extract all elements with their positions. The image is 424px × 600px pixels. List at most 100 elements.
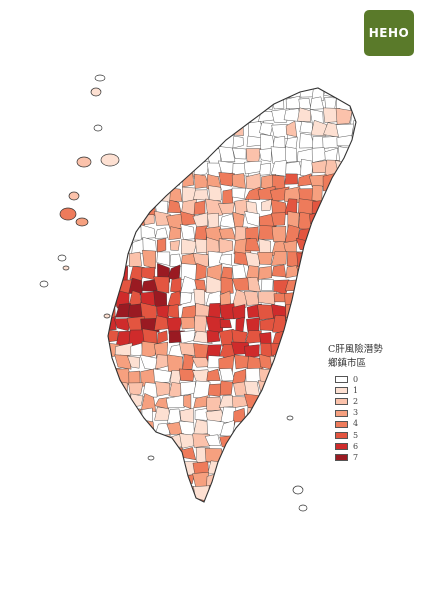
township-region bbox=[194, 497, 210, 502]
legend-swatch bbox=[335, 420, 348, 428]
township-region bbox=[108, 211, 120, 228]
township-region bbox=[193, 123, 209, 141]
township-region bbox=[261, 279, 274, 291]
township-region bbox=[128, 408, 143, 421]
township-region bbox=[271, 212, 286, 226]
township-region bbox=[108, 487, 118, 499]
township-region bbox=[285, 146, 298, 163]
township-region bbox=[166, 88, 183, 100]
township-region bbox=[167, 97, 184, 109]
township-region bbox=[271, 395, 285, 410]
township-region bbox=[114, 133, 130, 152]
township-region bbox=[194, 107, 210, 125]
township-region bbox=[309, 264, 325, 281]
township-region bbox=[300, 384, 312, 396]
township-region bbox=[297, 355, 314, 370]
township-region bbox=[140, 124, 159, 140]
township-region bbox=[258, 266, 272, 280]
legend-label: 0 bbox=[353, 374, 359, 384]
legend-label: 7 bbox=[353, 452, 359, 462]
township-region bbox=[299, 121, 313, 134]
township-region bbox=[206, 396, 222, 412]
township-region bbox=[108, 88, 117, 97]
legend-item: 6 bbox=[335, 441, 418, 452]
township-region bbox=[140, 393, 157, 413]
township-region bbox=[165, 459, 184, 475]
township-region bbox=[220, 484, 239, 502]
township-region bbox=[154, 147, 167, 165]
township-region bbox=[193, 200, 206, 215]
township-region bbox=[153, 163, 172, 176]
township-region bbox=[231, 88, 247, 95]
township-region bbox=[219, 303, 236, 320]
township-region bbox=[218, 107, 237, 125]
township-region bbox=[271, 497, 291, 502]
township-region bbox=[348, 172, 356, 188]
township-region bbox=[128, 108, 144, 123]
island bbox=[39, 280, 49, 288]
township-region bbox=[167, 473, 187, 490]
township-region bbox=[155, 459, 171, 478]
township-region bbox=[108, 461, 117, 475]
township-region bbox=[128, 382, 144, 397]
township-region bbox=[259, 88, 275, 98]
township-region bbox=[108, 329, 119, 343]
township-region bbox=[349, 462, 356, 475]
township-region bbox=[296, 303, 312, 321]
township-region bbox=[219, 319, 232, 329]
township-region bbox=[271, 251, 287, 266]
township-region bbox=[298, 419, 312, 437]
township-region bbox=[155, 174, 173, 192]
township-region bbox=[155, 110, 171, 127]
township-region bbox=[309, 109, 324, 126]
township-region bbox=[271, 124, 288, 140]
township-region bbox=[108, 239, 117, 255]
island bbox=[90, 87, 102, 97]
township-region bbox=[108, 396, 121, 410]
township-region bbox=[220, 121, 232, 137]
township-region bbox=[219, 88, 234, 97]
township-region bbox=[325, 473, 340, 489]
township-region bbox=[298, 97, 312, 109]
township-region bbox=[140, 457, 159, 474]
island bbox=[298, 504, 308, 512]
township-region bbox=[128, 433, 142, 448]
township-region bbox=[271, 422, 289, 436]
township-region bbox=[167, 304, 180, 319]
township-region bbox=[232, 499, 250, 502]
township-region bbox=[114, 445, 130, 460]
township-region bbox=[157, 238, 167, 253]
heho-logo: HEHO bbox=[364, 10, 414, 56]
township-region bbox=[299, 132, 315, 149]
township-region bbox=[310, 250, 325, 267]
township-region bbox=[322, 303, 341, 321]
township-region bbox=[128, 497, 147, 502]
township-region bbox=[108, 265, 118, 278]
legend-label: 3 bbox=[353, 408, 359, 418]
township-region bbox=[348, 160, 356, 175]
township-region bbox=[114, 225, 130, 241]
township-region bbox=[220, 276, 234, 294]
township-region bbox=[127, 160, 144, 173]
township-region bbox=[257, 446, 275, 461]
township-region bbox=[116, 459, 133, 477]
township-region bbox=[257, 252, 274, 265]
township-region bbox=[339, 238, 352, 257]
legend-swatch bbox=[335, 454, 348, 462]
township-region bbox=[258, 291, 278, 305]
township-region bbox=[296, 435, 313, 447]
township-region bbox=[128, 95, 147, 112]
township-region bbox=[232, 304, 246, 319]
township-region bbox=[246, 419, 260, 436]
township-region bbox=[270, 472, 287, 491]
township-region bbox=[231, 472, 249, 491]
township-region bbox=[127, 355, 140, 369]
township-region bbox=[309, 318, 325, 332]
township-region bbox=[191, 134, 205, 149]
township-region bbox=[261, 472, 275, 489]
island bbox=[286, 415, 294, 421]
township-region bbox=[127, 137, 147, 151]
township-region bbox=[178, 368, 195, 382]
island bbox=[292, 485, 304, 495]
township-region bbox=[285, 329, 298, 345]
